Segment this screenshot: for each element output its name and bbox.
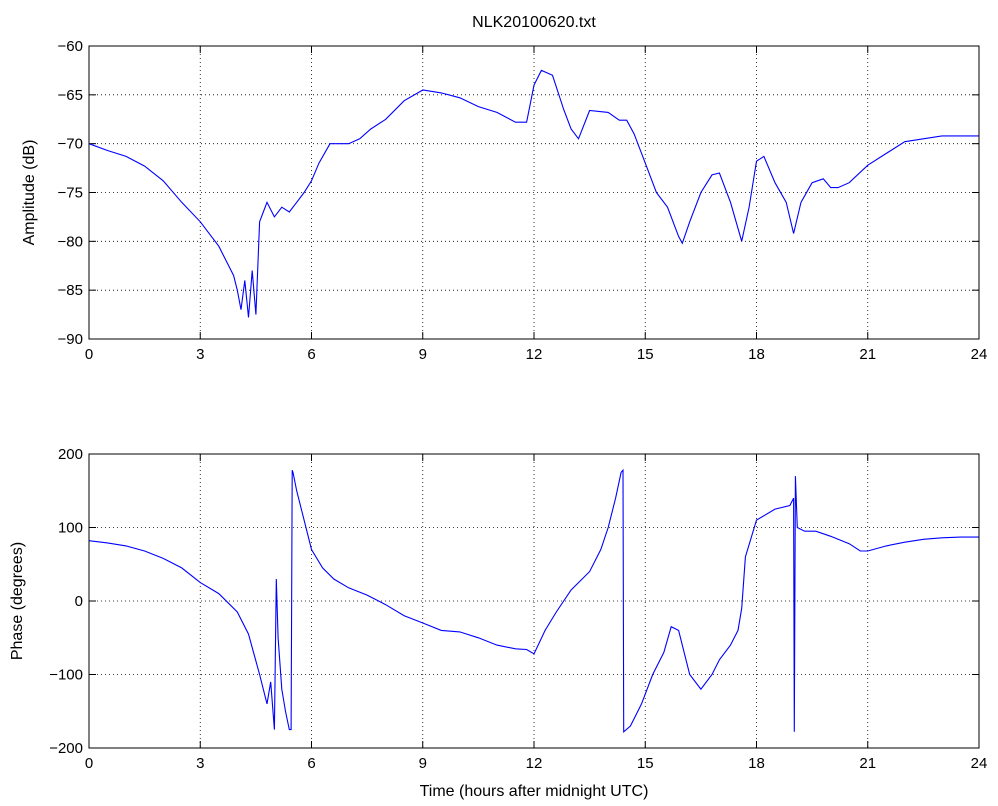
amplitude-x-tick-label: 24 (971, 346, 988, 363)
amplitude-x-tick-label: 12 (526, 346, 543, 363)
amplitude-y-tick-label: −75 (58, 185, 83, 202)
phase-y-tick-label: 100 (58, 520, 83, 537)
phase-x-tick-labels: 0 3 6 9 12 15 18 21 24 (85, 755, 988, 772)
phase-y-tick-label: 200 (58, 446, 83, 463)
amplitude-y-tick-label: −70 (58, 136, 83, 153)
phase-x-tick-label: 12 (526, 755, 543, 772)
phase-x-tick-label: 9 (419, 755, 427, 772)
amplitude-x-tick-label: 15 (637, 346, 654, 363)
phase-x-tick-label: 3 (196, 755, 204, 772)
phase-y-axis-label: Phase (degrees) (9, 542, 26, 660)
amplitude-y-tick-label: −60 (58, 38, 83, 55)
phase-grid (89, 454, 979, 748)
amplitude-x-tick-labels: 0 3 6 9 12 15 18 21 24 (85, 346, 988, 363)
amplitude-x-tick-label: 21 (859, 346, 876, 363)
phase-x-tick-label: 18 (748, 755, 765, 772)
amplitude-y-tick-label: −85 (58, 282, 83, 299)
amplitude-x-tick-label: 3 (196, 346, 204, 363)
amplitude-grid (89, 46, 979, 339)
amplitude-x-tick-label: 9 (419, 346, 427, 363)
amplitude-y-tick-label: −80 (58, 233, 83, 250)
amplitude-plot: 0 3 6 9 12 15 18 21 24 −60 −65 −70 −75 −80 −85 −90 Amp… (21, 38, 987, 363)
amplitude-x-tick-label: 0 (85, 346, 93, 363)
phase-y-tick-label: 0 (75, 593, 83, 610)
phase-plot: 0 3 6 9 12 15 18 21 24 200 100 0 −100 −200 Phase (de… (9, 446, 987, 800)
phase-y-tick-label: −200 (49, 740, 83, 757)
amplitude-x-tick-label: 6 (307, 346, 315, 363)
phase-x-tick-label: 6 (307, 755, 315, 772)
phase-x-axis-label: Time (hours after midnight UTC) (420, 783, 649, 800)
phase-y-tick-labels: 200 100 0 −100 −200 (49, 446, 83, 757)
chart-title: NLK20100620.txt (472, 14, 596, 31)
phase-axes-frame (88, 453, 980, 749)
phase-y-tick-label: −100 (49, 667, 83, 684)
amplitude-y-tick-labels: −60 −65 −70 −75 −80 −85 −90 (58, 38, 83, 348)
phase-series-line (88, 468, 979, 734)
phase-x-tick-label: 0 (85, 755, 93, 772)
amplitude-y-tick-label: −65 (58, 87, 83, 104)
amplitude-x-tick-label: 18 (748, 346, 765, 363)
amplitude-y-axis-label: Amplitude (dB) (21, 140, 38, 246)
amplitude-series-line (88, 69, 979, 318)
amplitude-y-tick-label: −90 (58, 331, 83, 348)
phase-x-tick-label: 24 (971, 755, 988, 772)
phase-x-tick-label: 21 (859, 755, 876, 772)
amplitude-axes-frame (88, 45, 980, 340)
phase-x-tick-label: 15 (637, 755, 654, 772)
